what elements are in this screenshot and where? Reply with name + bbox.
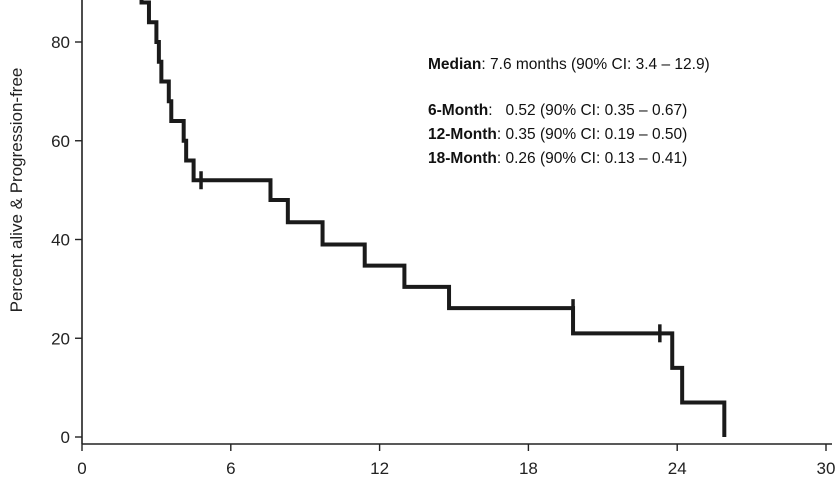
annotation-label: Median xyxy=(428,56,481,73)
x-axis-ticks: 0 6 12 18 24 30 xyxy=(77,444,835,478)
annotation-label: 18-Month xyxy=(428,150,497,167)
y-tick-label: 80 xyxy=(51,33,70,52)
y-tick-label: 60 xyxy=(51,132,70,151)
x-tick-label: 24 xyxy=(668,459,687,478)
y-tick-label: 20 xyxy=(51,329,70,348)
annotation-label: 12-Month xyxy=(428,126,497,143)
annotation-value: : 7.6 months (90% CI: 3.4 – 12.9) xyxy=(481,56,709,73)
survival-step-line xyxy=(139,0,727,437)
x-tick-label: 18 xyxy=(519,459,538,478)
annotation-line: 18-Month: 0.26 (90% CI: 0.13 – 0.41) xyxy=(428,150,687,167)
axes xyxy=(81,0,832,445)
annotations: Median: 7.6 months (90% CI: 3.4 – 12.9) 6… xyxy=(428,56,710,167)
annotation-label: 6-Month xyxy=(428,102,488,119)
survival-curve xyxy=(139,0,727,437)
annotation-value: : 0.52 (90% CI: 0.35 – 0.67) xyxy=(488,102,687,119)
annotation-value: : 0.26 (90% CI: 0.13 – 0.41) xyxy=(497,150,687,167)
x-tick-label: 30 xyxy=(817,459,836,478)
y-axis-ticks: 0 20 40 60 80 xyxy=(51,33,82,447)
annotation-value: : 0.35 (90% CI: 0.19 – 0.50) xyxy=(497,126,687,143)
x-tick-label: 0 xyxy=(77,459,86,478)
censor-marks xyxy=(199,171,662,343)
y-tick-label: 0 xyxy=(61,428,70,447)
annotation-line: 12-Month: 0.35 (90% CI: 0.19 – 0.50) xyxy=(428,126,687,143)
annotation-line: 6-Month: 0.52 (90% CI: 0.35 – 0.67) xyxy=(428,102,687,119)
x-tick-label: 6 xyxy=(226,459,235,478)
y-axis-title: Percent alive & Progression-free xyxy=(7,68,26,313)
y-tick-label: 40 xyxy=(51,231,70,250)
annotation-line: Median: 7.6 months (90% CI: 3.4 – 12.9) xyxy=(428,56,710,73)
x-tick-label: 12 xyxy=(370,459,389,478)
